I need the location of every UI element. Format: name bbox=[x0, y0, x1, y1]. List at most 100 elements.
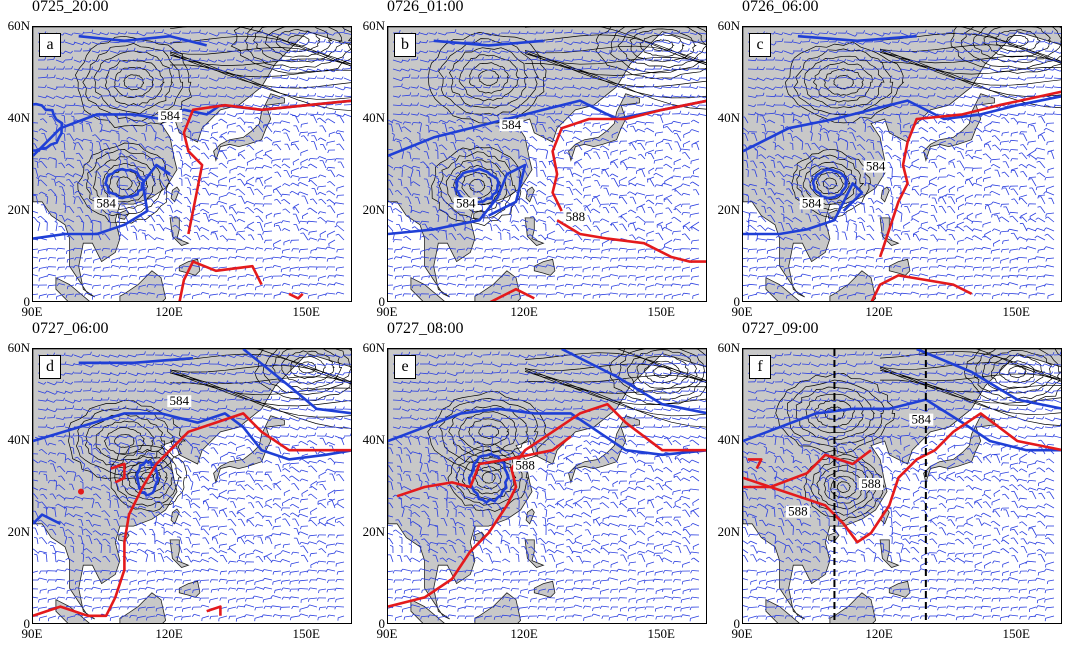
wind-barb bbox=[240, 178, 246, 187]
wind-barb-feather bbox=[128, 146, 131, 150]
wind-barb-feather bbox=[411, 293, 414, 298]
wind-barb-feather bbox=[493, 162, 497, 165]
wind-barb-feather bbox=[507, 178, 511, 181]
wind-barb bbox=[111, 274, 120, 277]
wind-barb bbox=[635, 68, 645, 72]
wind-barb-feather bbox=[623, 110, 626, 114]
contour-588 bbox=[556, 219, 706, 263]
wind-barb bbox=[410, 113, 418, 116]
wind-barb bbox=[621, 215, 628, 223]
wind-barb-feather bbox=[198, 203, 201, 207]
y-tick-label: 20N bbox=[362, 202, 385, 217]
wind-barb bbox=[446, 95, 454, 98]
wind-barb-feather bbox=[199, 130, 202, 134]
wind-barb bbox=[402, 246, 412, 250]
wind-barb bbox=[1035, 68, 1045, 71]
wind-barb-feather bbox=[1053, 57, 1056, 61]
wind-barb bbox=[136, 67, 145, 70]
wind-barb-feather bbox=[899, 69, 902, 73]
wind-barb-feather bbox=[479, 75, 482, 79]
wind-barb-feather bbox=[145, 234, 149, 237]
wind-barb-feather bbox=[156, 294, 158, 299]
wind-barb-feather bbox=[54, 176, 57, 180]
wind-barb bbox=[690, 212, 700, 215]
wind-barb-feather bbox=[507, 101, 509, 105]
wind-barb-feather bbox=[518, 284, 521, 288]
wind-barb bbox=[107, 152, 111, 160]
wind-barb bbox=[244, 32, 252, 36]
wind-barb bbox=[631, 142, 637, 151]
wind-barb bbox=[246, 273, 255, 277]
wind-barb-feather bbox=[825, 49, 829, 53]
wind-barb bbox=[64, 32, 72, 36]
wind-barb-feather bbox=[218, 275, 220, 279]
wind-barb bbox=[162, 125, 165, 133]
wind-barb bbox=[918, 50, 928, 53]
wind-barb bbox=[855, 86, 864, 89]
wind-barb-feather bbox=[661, 182, 664, 186]
wind-barb bbox=[139, 229, 147, 232]
wind-barb-feather bbox=[500, 102, 503, 106]
wind-barb-feather bbox=[243, 85, 246, 89]
wind-barb bbox=[1053, 104, 1061, 107]
wind-barb-feather bbox=[97, 221, 102, 223]
wind-barb bbox=[228, 238, 237, 241]
wind-barb-feather bbox=[305, 47, 307, 52]
wind-barb bbox=[158, 206, 165, 214]
wind-barb-feather bbox=[524, 95, 528, 99]
wind-barb bbox=[691, 247, 700, 250]
wind-barb-feather bbox=[844, 102, 847, 106]
wind-barb bbox=[927, 68, 935, 72]
wind-barb-feather bbox=[199, 29, 201, 33]
wind-barb bbox=[73, 32, 83, 35]
wind-barb-feather bbox=[810, 31, 813, 35]
wind-barb-feather bbox=[281, 250, 284, 254]
wind-barb-feather bbox=[145, 87, 148, 91]
wind-barb bbox=[253, 86, 261, 89]
wind-barb-feather bbox=[66, 205, 70, 208]
wind-barb-feather bbox=[219, 225, 223, 228]
wind-barb bbox=[584, 255, 592, 259]
wind-barb-feather bbox=[818, 47, 820, 51]
wind-barb-feather bbox=[906, 84, 909, 88]
wind-barb bbox=[262, 86, 270, 90]
wind-barb bbox=[537, 257, 547, 261]
wind-barb-feather bbox=[464, 183, 467, 187]
wind-barb bbox=[446, 59, 456, 62]
wind-barb-feather bbox=[501, 286, 503, 290]
wind-barb bbox=[303, 135, 309, 142]
wind-barb-feather bbox=[571, 172, 575, 176]
wind-barb-feather bbox=[144, 174, 147, 178]
wind-barb-feather bbox=[981, 101, 983, 105]
wind-barb-feather bbox=[634, 121, 638, 125]
wind-barb-feather bbox=[151, 77, 155, 81]
wind-barb-feather bbox=[47, 285, 50, 289]
wind-barb bbox=[334, 86, 344, 91]
wind-barb bbox=[229, 139, 237, 142]
wind-barb-feather bbox=[117, 126, 121, 130]
wind-barb-feather bbox=[1042, 84, 1045, 88]
wind-barb-feather bbox=[316, 117, 320, 120]
wind-barb bbox=[249, 187, 255, 196]
wind-barb-feather bbox=[291, 286, 294, 290]
wind-barb bbox=[202, 292, 210, 295]
wind-barb bbox=[33, 210, 39, 214]
wind-barb bbox=[218, 184, 228, 187]
wind-barb-feather bbox=[610, 240, 612, 244]
wind-barb-feather bbox=[644, 195, 647, 199]
wind-barb bbox=[605, 207, 610, 214]
wind-barb-feather bbox=[264, 240, 266, 244]
wind-barb bbox=[78, 215, 84, 223]
wind-barb-feather bbox=[687, 68, 690, 72]
wind-barb-feather bbox=[126, 48, 129, 52]
wind-barb bbox=[680, 32, 689, 34]
wind-barb bbox=[336, 185, 345, 189]
wind-barb bbox=[666, 155, 673, 160]
wind-barb bbox=[473, 32, 482, 36]
wind-barb-feather bbox=[487, 223, 491, 225]
wind-barb-feather bbox=[501, 258, 504, 262]
wind-barb bbox=[909, 41, 918, 43]
wind-barb-feather bbox=[118, 230, 122, 234]
wind-barb-feather bbox=[927, 103, 930, 107]
wind-barb-feather bbox=[191, 176, 195, 179]
